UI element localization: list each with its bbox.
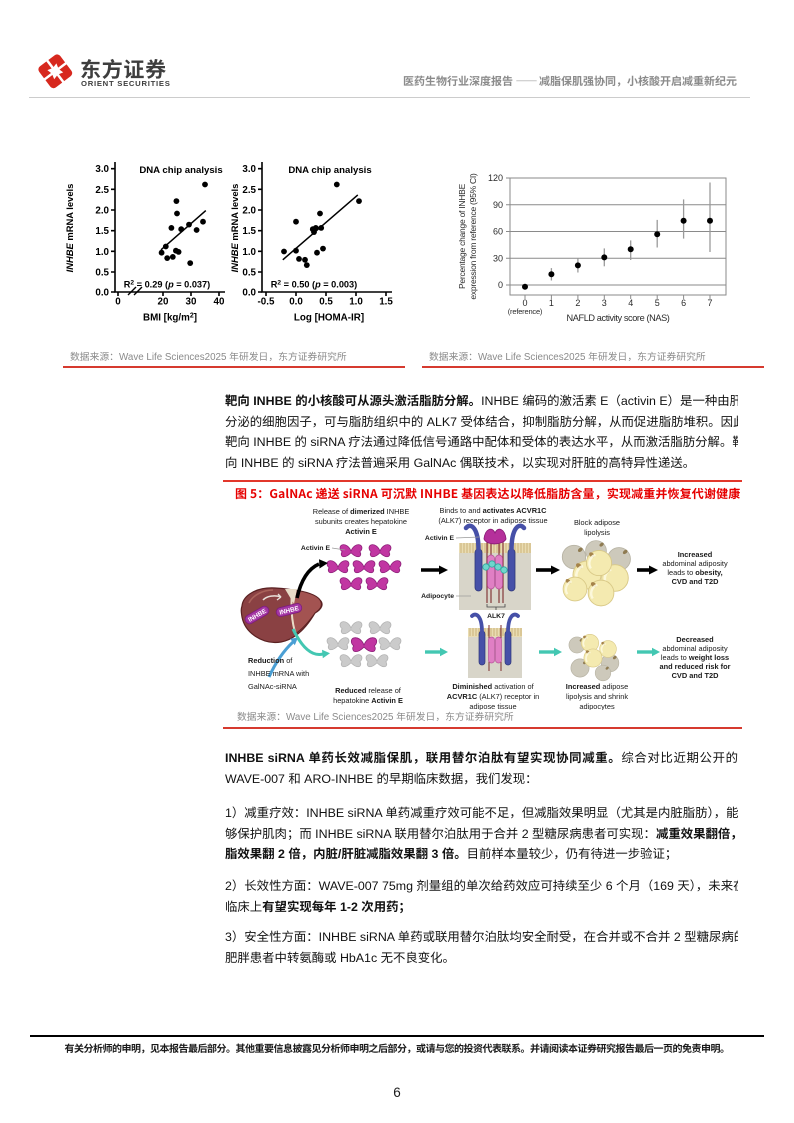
svg-text:20: 20	[158, 297, 169, 308]
svg-text:(ALK7) receptor in adipose tis: (ALK7) receptor in adipose tissue	[438, 516, 547, 525]
svg-text:1.0: 1.0	[95, 247, 109, 258]
svg-text:Log [HOMA-IR]: Log [HOMA-IR]	[294, 313, 364, 324]
svg-text:Percentage change of INHBE: Percentage change of INHBE	[457, 183, 467, 289]
svg-text:INHBE mRNA levels: INHBE mRNA levels	[64, 184, 75, 273]
svg-text:Reduction of: Reduction of	[248, 656, 293, 665]
svg-text:GalNAc-siRNA: GalNAc-siRNA	[248, 682, 297, 691]
svg-text:0.0: 0.0	[289, 297, 303, 308]
svg-text:R2 = 0.29 (p = 0.037): R2 = 0.29 (p = 0.037)	[124, 279, 210, 290]
svg-text:60: 60	[493, 227, 503, 237]
svg-text:R2 = 0.50 (p = 0.003): R2 = 0.50 (p = 0.003)	[271, 279, 357, 290]
svg-text:3: 3	[602, 298, 607, 308]
svg-text:0.0: 0.0	[95, 288, 109, 299]
svg-text:and reduced risk for: and reduced risk for	[659, 662, 730, 671]
svg-text:1.5: 1.5	[95, 226, 109, 237]
svg-text:expression from reference (95%: expression from reference (95% CI)	[468, 173, 478, 300]
svg-text:Binds to and activates ACVR1C: Binds to and activates ACVR1C	[440, 506, 548, 515]
svg-text:30: 30	[186, 297, 197, 308]
svg-text:hepatokine Activin E: hepatokine Activin E	[333, 696, 403, 705]
svg-text:abdominal adiposity: abdominal adiposity	[662, 644, 728, 653]
svg-text:5: 5	[655, 298, 660, 308]
svg-text:120: 120	[488, 173, 503, 183]
svg-text:0: 0	[498, 280, 503, 290]
svg-text:leads to obesity,: leads to obesity,	[667, 568, 722, 577]
svg-text:CVD and T2D: CVD and T2D	[672, 671, 719, 680]
svg-text:1.5: 1.5	[379, 297, 393, 308]
svg-text:2.5: 2.5	[95, 185, 109, 196]
svg-text:90: 90	[493, 200, 503, 210]
svg-text:Diminished activation of: Diminished activation of	[452, 682, 534, 691]
svg-text:BMI [kg/m2]: BMI [kg/m2]	[143, 312, 197, 324]
svg-text:DNA chip analysis: DNA chip analysis	[288, 165, 371, 176]
svg-text:CVD and T2D: CVD and T2D	[672, 577, 719, 586]
svg-text:subunits creates hepatokine: subunits creates hepatokine	[315, 517, 407, 526]
svg-text:Release of dimerized INHBE: Release of dimerized INHBE	[313, 507, 410, 516]
svg-text:7: 7	[707, 298, 712, 308]
svg-text:1: 1	[549, 298, 554, 308]
svg-text:0: 0	[522, 298, 527, 308]
svg-text:Decreased: Decreased	[676, 635, 714, 644]
svg-text:adipocytes: adipocytes	[579, 702, 615, 710]
svg-text:abdominal adiposity: abdominal adiposity	[662, 559, 728, 568]
svg-text:INHBE mRNA with: INHBE mRNA with	[248, 669, 309, 678]
svg-text:40: 40	[214, 297, 225, 308]
svg-text:1.0: 1.0	[349, 297, 363, 308]
svg-text:0: 0	[115, 297, 121, 308]
svg-text:DNA chip analysis: DNA chip analysis	[139, 165, 222, 176]
svg-text:1.0: 1.0	[242, 247, 256, 258]
svg-text:2.5: 2.5	[242, 185, 256, 196]
svg-text:6: 6	[681, 298, 686, 308]
svg-text:2: 2	[575, 298, 580, 308]
svg-text:lipolysis: lipolysis	[584, 528, 610, 537]
svg-text:Activin E: Activin E	[345, 527, 377, 536]
svg-text:ALK7: ALK7	[487, 613, 505, 620]
svg-text:INHBE: INHBE	[279, 605, 301, 617]
svg-text:INHBE mRNA levels: INHBE mRNA levels	[229, 184, 240, 273]
svg-text:Increased adipose: Increased adipose	[566, 682, 628, 691]
svg-text:adipose tissue: adipose tissue	[469, 702, 516, 710]
svg-text:Reduced release of: Reduced release of	[335, 686, 402, 695]
svg-text:30: 30	[493, 253, 503, 263]
svg-text:3.0: 3.0	[242, 164, 256, 175]
svg-text:(reference): (reference)	[508, 307, 543, 316]
svg-text:0.0: 0.0	[242, 288, 256, 299]
svg-text:4: 4	[628, 298, 633, 308]
svg-text:1.5: 1.5	[242, 226, 256, 237]
svg-text:0.5: 0.5	[319, 297, 333, 308]
svg-text:-0.5: -0.5	[258, 297, 275, 308]
svg-text:lipolysis and shrink: lipolysis and shrink	[566, 692, 628, 701]
svg-text:3.0: 3.0	[95, 164, 109, 175]
svg-text:Block adipose: Block adipose	[574, 518, 620, 527]
svg-text:ACVR1C (ALK7) receptor in: ACVR1C (ALK7) receptor in	[447, 692, 539, 701]
svg-text:Adipocyte: Adipocyte	[421, 593, 454, 600]
svg-text:leads to weight loss: leads to weight loss	[661, 653, 729, 662]
svg-text:NAFLD activity score (NAS): NAFLD activity score (NAS)	[567, 313, 670, 323]
svg-text:Activin E: Activin E	[425, 535, 455, 542]
svg-text:0.5: 0.5	[242, 268, 256, 279]
svg-text:0.5: 0.5	[95, 268, 109, 279]
svg-text:Activin E: Activin E	[301, 545, 331, 552]
svg-text:Increased: Increased	[678, 550, 713, 559]
svg-text:2.0: 2.0	[242, 206, 256, 217]
svg-text:2.0: 2.0	[95, 206, 109, 217]
